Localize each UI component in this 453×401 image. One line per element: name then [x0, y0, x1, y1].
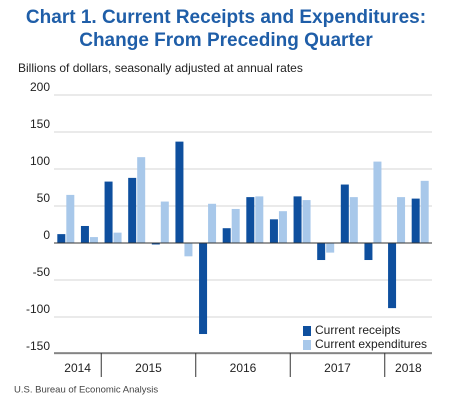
bar [278, 211, 287, 243]
bar [222, 228, 231, 243]
x-tick-label: 2017 [324, 361, 351, 375]
source-note: U.S. Bureau of Economic Analysis [14, 385, 158, 396]
bar [184, 243, 193, 257]
bar [411, 198, 420, 243]
y-tick-label: -50 [33, 265, 51, 279]
bar [199, 243, 208, 335]
bar [317, 243, 326, 261]
bar [269, 219, 278, 243]
bar [128, 177, 137, 243]
bar [302, 200, 311, 243]
y-tick-label: 200 [30, 80, 50, 94]
x-tick-label: 2018 [395, 361, 422, 375]
bar [160, 201, 169, 243]
x-tick-label: 2014 [64, 361, 91, 375]
legend-label: Current expenditures [315, 337, 427, 351]
bar [255, 196, 264, 243]
y-tick-label: 100 [30, 154, 50, 168]
bar [80, 225, 89, 243]
x-tick-label: 2015 [135, 361, 162, 375]
y-tick-label: -150 [26, 339, 50, 353]
bar [373, 161, 382, 243]
y-tick-label: 150 [30, 117, 50, 131]
bar [151, 243, 160, 245]
y-tick-label: -100 [26, 302, 50, 316]
y-tick-label: 50 [37, 191, 51, 205]
chart-title: Chart 1. Current Receipts and Expenditur… [26, 7, 426, 28]
legend-swatch [303, 340, 311, 350]
bar [364, 243, 373, 261]
y-tick-label: 0 [43, 228, 50, 242]
bar [208, 203, 217, 243]
bar [137, 157, 146, 243]
bar [89, 237, 98, 243]
bar [231, 208, 240, 243]
bar [104, 181, 113, 243]
bar [113, 232, 122, 243]
bar [326, 243, 335, 253]
bar [349, 197, 358, 243]
chart-title: Change From Preceding Quarter [79, 30, 373, 51]
bar [57, 234, 66, 243]
x-tick-label: 2016 [230, 361, 257, 375]
bar [340, 184, 349, 243]
bar [397, 197, 406, 243]
bar [175, 141, 184, 243]
chart-subtitle: Billions of dollars, seasonally adjusted… [18, 61, 303, 75]
bar [66, 194, 75, 243]
bar [246, 197, 255, 243]
legend-swatch [303, 326, 311, 336]
bar [293, 196, 302, 243]
bar [420, 180, 429, 243]
bar [388, 243, 397, 309]
legend-label: Current receipts [315, 323, 400, 337]
